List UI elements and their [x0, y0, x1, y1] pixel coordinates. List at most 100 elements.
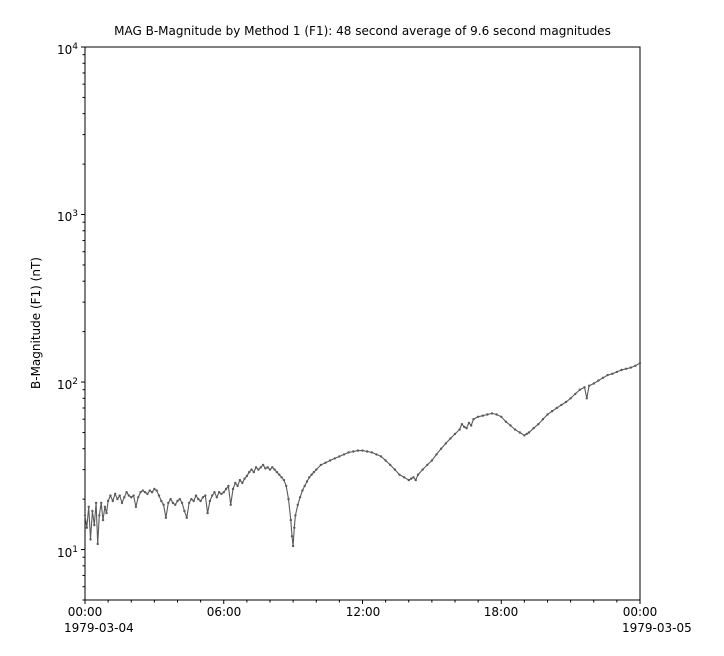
data-point: [275, 470, 279, 474]
data-point: [229, 503, 232, 506]
data-point: [347, 451, 350, 454]
data-point: [324, 461, 327, 464]
data-point: [245, 474, 249, 478]
data-point: [271, 466, 274, 469]
data-point: [187, 501, 191, 505]
data-point: [414, 478, 417, 482]
data-point: [398, 473, 401, 476]
data-point: [298, 496, 302, 499]
data-point: [98, 514, 101, 517]
data-point: [308, 476, 311, 479]
data-point: [197, 497, 200, 501]
data-point: [243, 477, 246, 480]
data-point: [266, 466, 269, 469]
data-point: [215, 496, 218, 499]
data-point: [293, 526, 296, 529]
data-point: [495, 413, 498, 416]
data-point: [527, 431, 531, 434]
data-point: [287, 497, 290, 501]
y-tick-label-1e3: 103: [56, 209, 78, 224]
data-point: [375, 453, 378, 456]
data-point: [416, 473, 420, 476]
data-point: [365, 450, 369, 453]
data-point: [280, 476, 283, 479]
data-point: [109, 494, 112, 497]
data-point: [310, 473, 313, 476]
data-point: [106, 499, 110, 503]
data-point: [96, 542, 99, 546]
data-point: [103, 505, 107, 508]
data-point: [123, 496, 126, 499]
data-point: [555, 406, 558, 410]
data-point: [550, 410, 554, 413]
data-point: [634, 364, 637, 367]
data-point: [509, 424, 512, 427]
data-point: [439, 447, 443, 450]
data-point: [472, 418, 475, 421]
data-point: [412, 476, 415, 479]
data-point: [278, 473, 281, 476]
data-point: [157, 494, 161, 497]
data-point: [615, 370, 619, 374]
data-point: [338, 455, 341, 458]
data-point: [282, 478, 286, 482]
data-point: [146, 492, 149, 496]
data-point: [409, 477, 413, 480]
data-point: [569, 397, 572, 400]
data-point: [312, 470, 316, 474]
data-point: [291, 544, 295, 548]
data-point: [238, 478, 242, 482]
data-point: [352, 450, 355, 453]
data-point: [458, 428, 461, 431]
date-label-right: 1979-03-05: [622, 621, 692, 635]
data-point: [513, 428, 517, 431]
data-point: [426, 463, 429, 467]
data-point: [476, 415, 480, 418]
data-point: [261, 463, 265, 467]
data-point: [101, 518, 105, 522]
data-point: [234, 481, 237, 485]
data-point: [285, 484, 288, 488]
data-point: [134, 505, 138, 508]
data-point: [629, 366, 632, 369]
data-point: [453, 432, 457, 436]
data-point: [342, 453, 346, 456]
data-line: [84, 362, 641, 547]
x-tick-label-1200: 12:00: [345, 605, 381, 619]
data-point: [220, 492, 223, 496]
data-point: [201, 496, 205, 499]
data-point: [155, 489, 158, 492]
data-point: [393, 468, 397, 471]
data-point: [180, 501, 184, 505]
y-tick-label-1e4: 104: [56, 42, 78, 57]
data-point: [118, 494, 121, 497]
data-point: [150, 491, 154, 494]
data-point: [467, 421, 471, 425]
data-point: [389, 463, 392, 467]
data-point: [370, 451, 373, 454]
x-tick-label-0000-start: 00:00: [67, 605, 103, 619]
y-axis-label: B-Magnitude (F1) (nT): [29, 257, 43, 389]
data-point: [537, 423, 540, 426]
data-point: [620, 368, 623, 372]
data-point: [294, 514, 297, 517]
data-point: [470, 424, 473, 427]
data-point: [100, 501, 103, 505]
data-point: [120, 501, 124, 505]
data-point: [465, 427, 468, 430]
data-point: [83, 514, 87, 517]
data-point: [583, 386, 586, 389]
data-point: [192, 499, 195, 503]
data-point: [130, 496, 133, 499]
data-point: [518, 431, 521, 434]
data-point: [185, 516, 188, 519]
data-point: [597, 379, 600, 382]
x-tick-label-1800: 18:00: [483, 605, 519, 619]
data-point: [139, 491, 142, 494]
data-point: [606, 373, 609, 377]
data-point: [190, 497, 193, 501]
data-point: [89, 538, 92, 541]
data-point: [113, 492, 117, 496]
data-point: [171, 501, 175, 505]
data-point: [125, 491, 128, 494]
